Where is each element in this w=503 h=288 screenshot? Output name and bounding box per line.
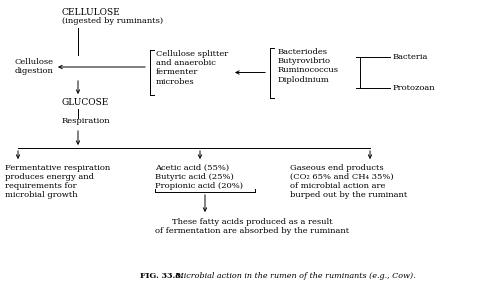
Text: Bacteriodes
Butyrovibrio
Ruminococcus
Diplodinium: Bacteriodes Butyrovibrio Ruminococcus Di…	[278, 48, 339, 84]
Text: These fatty acids produced as a result: These fatty acids produced as a result	[172, 218, 332, 226]
Text: requirements for: requirements for	[5, 182, 76, 190]
Text: burped out by the ruminant: burped out by the ruminant	[290, 191, 407, 199]
Text: produces energy and: produces energy and	[5, 173, 94, 181]
Text: microbial growth: microbial growth	[5, 191, 77, 199]
Text: (ingested by ruminants): (ingested by ruminants)	[62, 17, 163, 25]
Text: Bacteria: Bacteria	[393, 53, 429, 61]
Text: Butyric acid (25%): Butyric acid (25%)	[155, 173, 234, 181]
Text: FIG. 33.8.: FIG. 33.8.	[140, 272, 184, 280]
Text: GLUCOSE: GLUCOSE	[62, 98, 109, 107]
Text: of microbial action are: of microbial action are	[290, 182, 385, 190]
Text: Protozoan: Protozoan	[393, 84, 436, 92]
Text: (CO₂ 65% and CH₄ 35%): (CO₂ 65% and CH₄ 35%)	[290, 173, 394, 181]
Text: CELLULOSE: CELLULOSE	[62, 8, 121, 17]
Text: Propionic acid (20%): Propionic acid (20%)	[155, 182, 243, 190]
Text: Acetic acid (55%): Acetic acid (55%)	[155, 164, 229, 172]
Text: Cellulose splitter
and anaerobic
fermenter
microbes: Cellulose splitter and anaerobic ferment…	[156, 50, 228, 86]
Text: Microbial action in the rumen of the ruminants (e.g., Cow).: Microbial action in the rumen of the rum…	[173, 272, 415, 280]
Text: of fermentation are absorbed by the ruminant: of fermentation are absorbed by the rumi…	[155, 227, 349, 235]
Text: Gaseous end products: Gaseous end products	[290, 164, 384, 172]
Text: Respiration: Respiration	[62, 117, 111, 125]
Text: Cellulose
digestion: Cellulose digestion	[15, 58, 54, 75]
Text: Fermentative respiration: Fermentative respiration	[5, 164, 110, 172]
